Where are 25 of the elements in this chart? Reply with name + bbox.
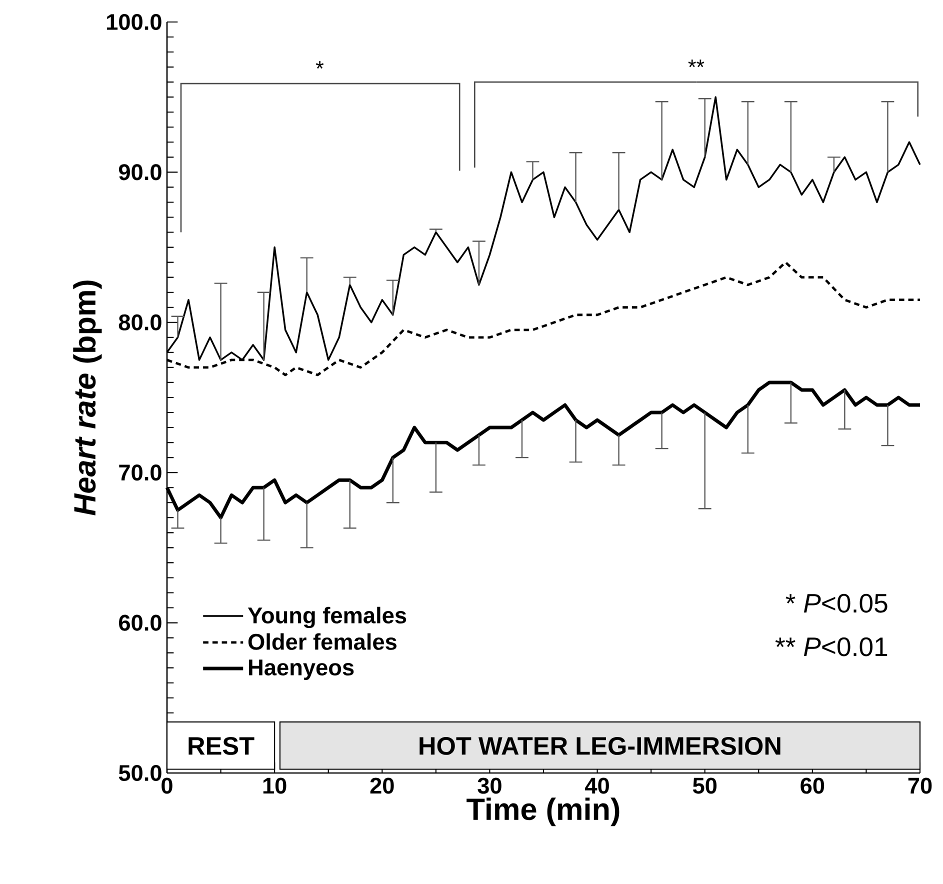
legend-label: Haenyeos: [249, 660, 354, 680]
annotation: *: [316, 61, 324, 69]
y-tick-label: 80.0: [118, 314, 162, 330]
legend-label: Older females: [248, 633, 396, 650]
y-axis-title: Heart rate (bpm): [73, 280, 102, 516]
x-tick-label: 30: [478, 778, 502, 794]
annotation: ** P<0.01: [775, 637, 888, 656]
band-label: REST: [188, 736, 254, 755]
x-tick-label: 0: [162, 778, 172, 794]
y-tick-label: 50.0: [118, 764, 162, 782]
annotation: *P<0.05: [786, 594, 888, 613]
legend-label: Young females: [248, 606, 406, 628]
x-axis-title: Time (min): [466, 798, 620, 826]
y-tick-label: 70.0: [119, 464, 162, 481]
band-label: HOT WATER LEG-IMMERSION: [420, 736, 780, 755]
y-tick-label: 60.0: [119, 614, 162, 631]
x-tick-label: 10: [263, 778, 286, 794]
y-tick-label: 90.0: [118, 164, 162, 180]
annotation: **: [688, 60, 704, 68]
x-tick-label: 40: [585, 778, 609, 794]
x-tick-label: 20: [370, 778, 394, 794]
x-tick-label: 50: [692, 778, 717, 794]
x-tick-label: 70: [908, 778, 932, 794]
x-tick-label: 60: [800, 778, 824, 794]
y-tick-label: 100.0: [106, 14, 162, 30]
